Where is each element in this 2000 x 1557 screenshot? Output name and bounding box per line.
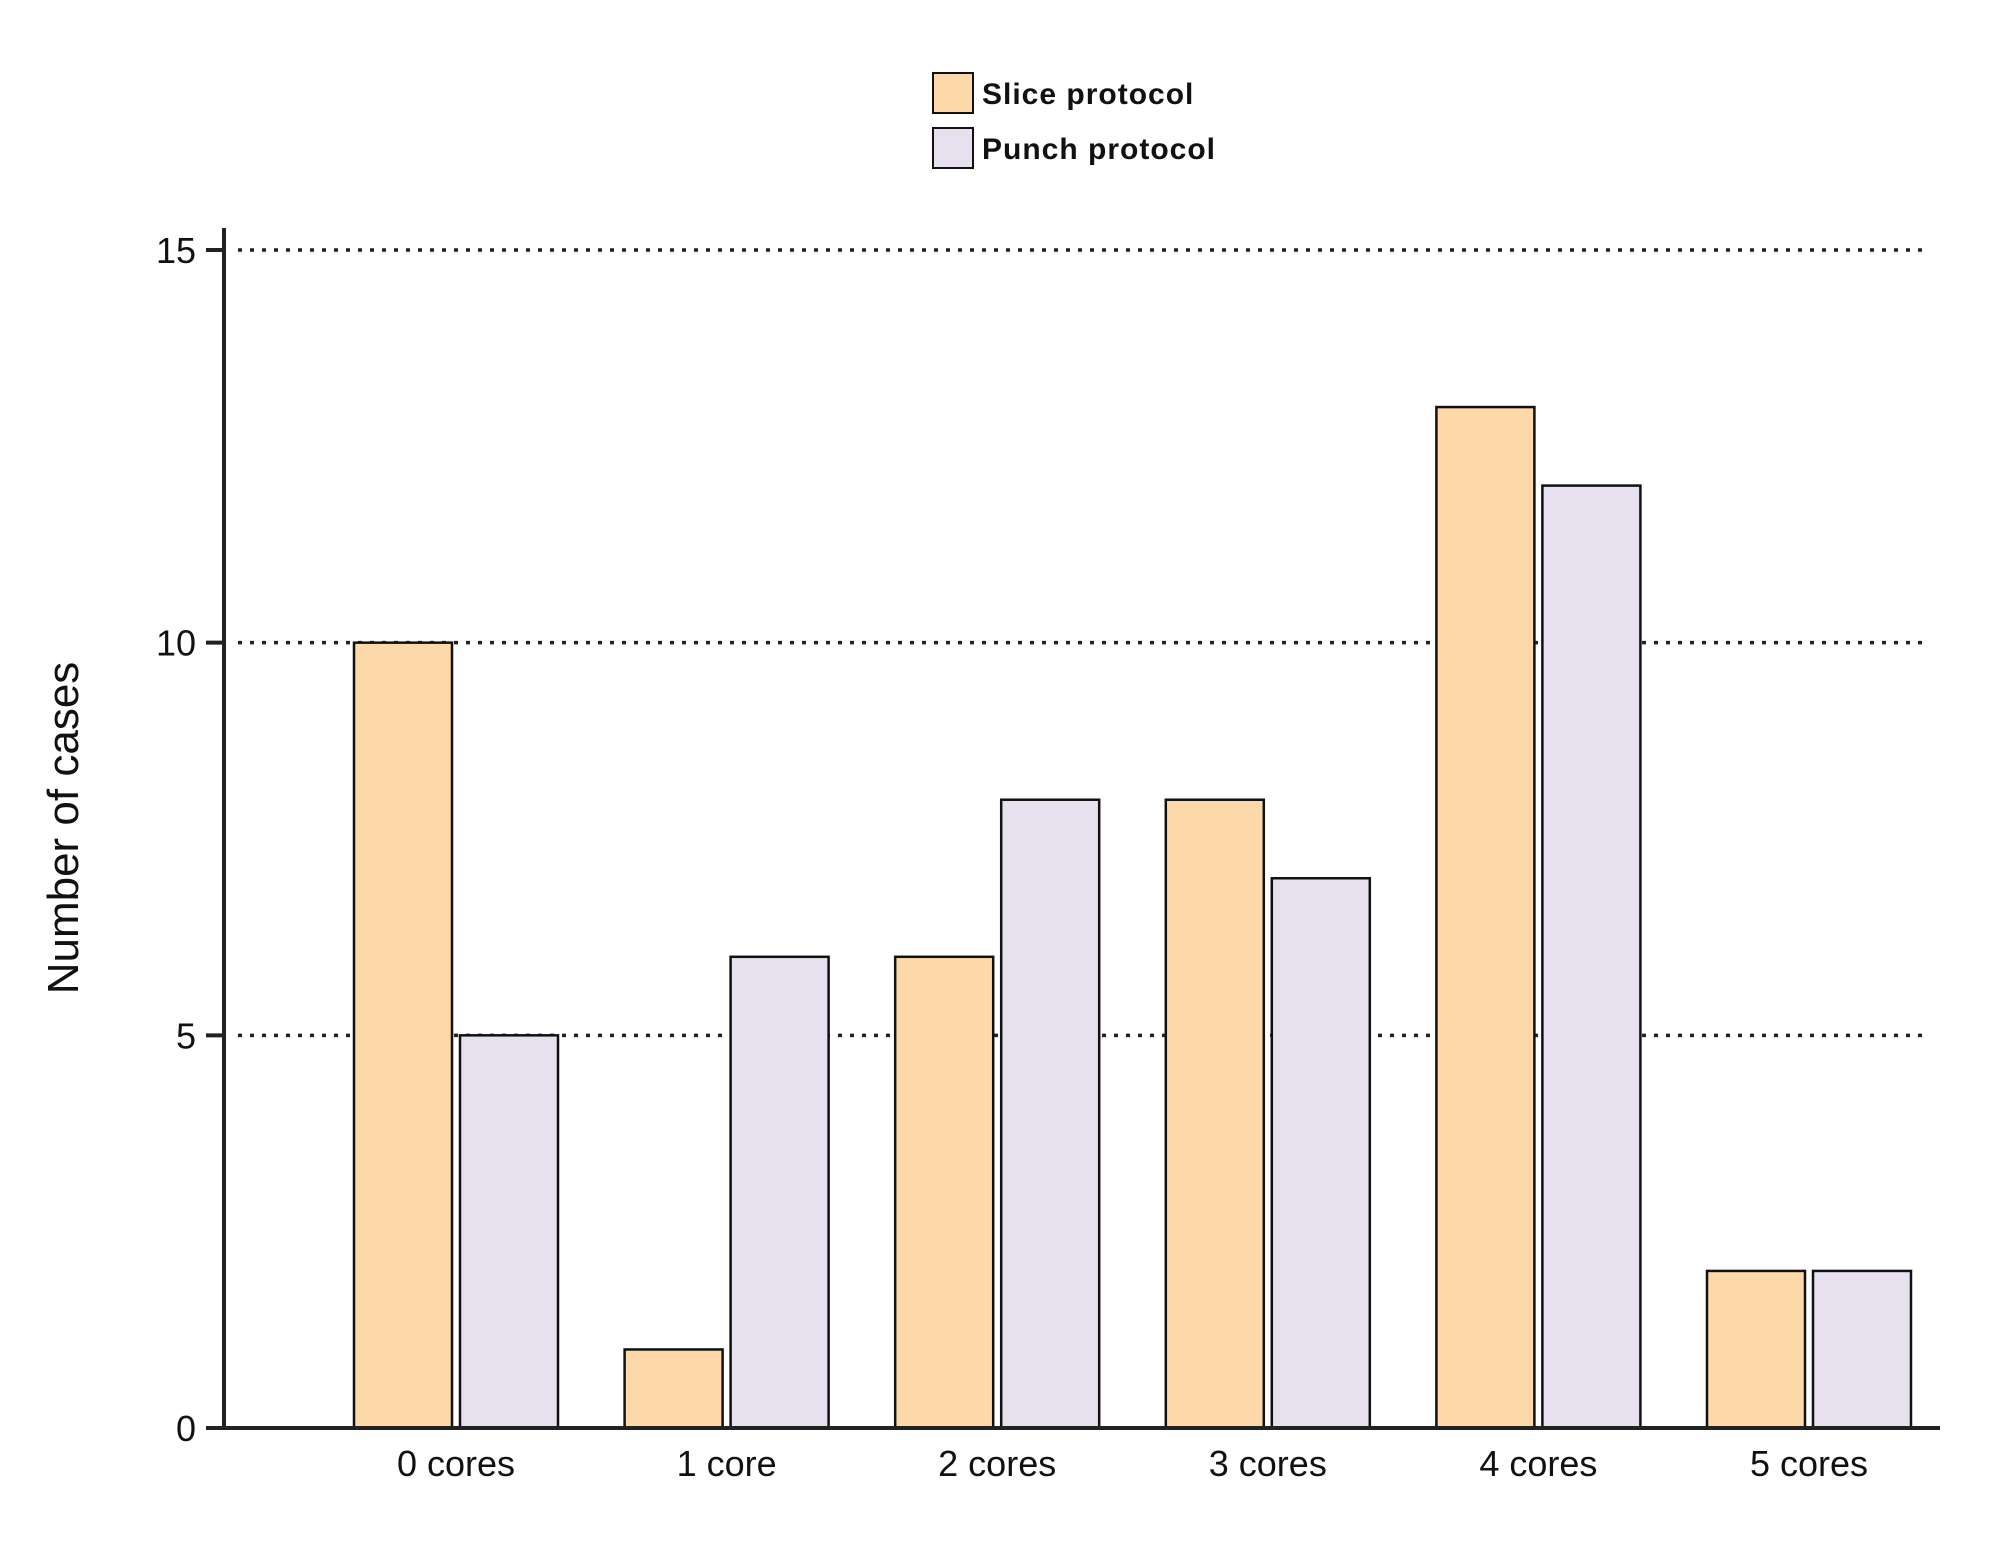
bar-punch-1 — [729, 955, 830, 1430]
bar-slice-3 — [1164, 798, 1266, 1430]
x-tick-label-2: 2 cores — [938, 1443, 1056, 1484]
bar-slice-4 — [1435, 405, 1536, 1430]
bar-punch-2 — [999, 798, 1101, 1430]
bar-slice-5 — [1705, 1269, 1807, 1430]
y-tick-label-10: 10 — [156, 623, 196, 664]
y-tick-label-5: 5 — [176, 1015, 196, 1056]
axes — [206, 228, 1940, 1430]
legend-label-punch: Punch protocol — [982, 133, 1216, 166]
bar-punch-4 — [1541, 484, 1642, 1430]
bars — [352, 405, 1913, 1430]
legend-label-slice: Slice protocol — [982, 78, 1194, 111]
x-tick-label-4: 4 cores — [1479, 1443, 1597, 1484]
x-tick-label-0: 0 cores — [397, 1443, 515, 1484]
y-tick-label-0: 0 — [176, 1408, 196, 1449]
x-tick-label-5: 5 cores — [1750, 1443, 1868, 1484]
legend-swatch-slice — [932, 72, 974, 114]
y-tick-label-15: 15 — [156, 230, 196, 271]
x-tick-label-1: 1 core — [677, 1443, 777, 1484]
bar-punch-0 — [458, 1034, 560, 1430]
legend: Slice protocol Punch protocol — [932, 72, 1216, 169]
y-axis-title: Number of cases — [39, 662, 88, 995]
legend-swatch-punch — [932, 127, 974, 169]
bar-punch-3 — [1270, 877, 1372, 1430]
x-axis-ticks: 0 cores 1 core 2 cores 3 cores 4 cores 5 core… — [397, 1443, 1868, 1484]
y-axis-ticks: 0 5 10 15 — [156, 230, 224, 1449]
bar-slice-2 — [893, 955, 995, 1430]
bar-punch-5 — [1811, 1269, 1913, 1430]
x-tick-label-3: 3 cores — [1209, 1443, 1327, 1484]
bar-slice-0 — [352, 641, 454, 1430]
bar-slice-1 — [623, 1348, 724, 1430]
